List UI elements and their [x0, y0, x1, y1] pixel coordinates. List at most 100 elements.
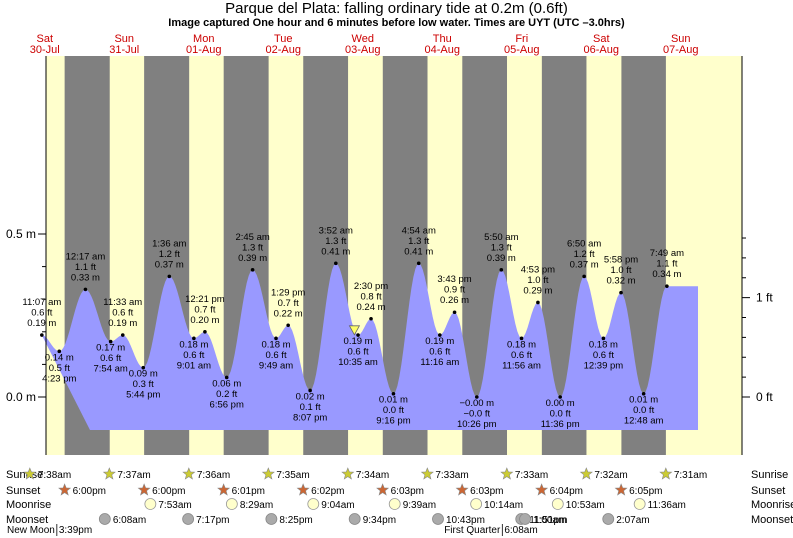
high-tide-label: 1.1 ft [75, 262, 96, 273]
sunrise-icon [261, 467, 275, 480]
sunrise-time: 7:35am [276, 470, 309, 481]
high-tide-label: 1.3 ft [325, 236, 346, 247]
low-tide-label: 0.19 m [344, 336, 373, 347]
low-tide-label: 11:16 am [420, 357, 459, 368]
low-tide-label: 12:39 pm [584, 360, 624, 371]
low-tide-label: 6:56 pm [210, 399, 244, 410]
tide-point [416, 261, 421, 266]
page-title: Parque del Plata: falling ordinary tide … [225, 0, 568, 17]
sunrise-icon [659, 467, 673, 480]
sunset-icon [455, 483, 469, 496]
day-name: Sat [36, 33, 53, 45]
day-name: Tue [274, 33, 293, 45]
tide-point [192, 336, 196, 341]
low-tide-label: 10:26 pm [457, 419, 497, 430]
sunrise-time: 7:38am [38, 470, 71, 481]
high-tide-label: 1.1 ft [656, 259, 677, 270]
left-tick-label: 0.5 m [6, 227, 36, 241]
high-tide-label: 11:33 am [103, 297, 142, 308]
day-name: Thu [433, 33, 452, 45]
high-tide-label: 1.3 ft [408, 236, 429, 247]
high-tide-label: 0.19 m [27, 318, 56, 329]
tide-point [665, 284, 669, 288]
sunset-time: 6:00pm [152, 486, 185, 497]
low-tide-label: 0.0 ft [633, 405, 654, 416]
tide-point [475, 395, 479, 399]
sunrise-icon [102, 467, 116, 480]
high-tide-label: 0.41 m [321, 246, 350, 257]
tide-point [250, 268, 255, 272]
high-tide-label: 0.39 m [487, 253, 516, 264]
high-tide-label: 0.26 m [440, 295, 469, 306]
date-label: 05-Aug [504, 44, 539, 56]
tide-point [438, 333, 442, 337]
high-tide-label: 4:54 am [402, 225, 436, 236]
high-tide-label: 0.6 ft [31, 308, 52, 319]
tide-point [57, 349, 62, 354]
high-tide-label: 0.24 m [357, 302, 386, 313]
high-tide-label: 2:45 am [235, 232, 269, 243]
low-tide-label: 0.3 ft [133, 379, 154, 390]
date-label: 02-Aug [266, 44, 301, 56]
moonset-icon [602, 513, 615, 525]
high-tide-label: 4:53 pm [521, 264, 555, 275]
high-tide-label: 0.20 m [190, 315, 219, 326]
right-tick-label: 0 ft [756, 390, 773, 404]
page-subtitle: Image captured One hour and 6 minutes be… [168, 17, 625, 29]
date-label: 04-Aug [425, 44, 460, 56]
moonrise-icon [225, 498, 238, 510]
moonrise-icon [470, 498, 483, 510]
tide-point [499, 268, 504, 272]
tide-area-layer [41, 263, 699, 430]
sunrise-icon [420, 467, 434, 480]
moonrise-icon [307, 498, 320, 510]
high-tide-label: 5:50 am [484, 232, 518, 243]
high-tide-label: 0.34 m [652, 269, 681, 280]
high-tide-label: 0.39 m [238, 253, 267, 264]
low-tide-label: 0.01 m [629, 395, 658, 406]
low-tide-label: 7:54 am [94, 364, 128, 375]
sunrise-time: 7:33am [515, 470, 548, 481]
moonset-time: 2:07am [616, 515, 649, 526]
low-tide-label: −0.0 ft [463, 409, 490, 420]
sunrise-time: 7:32am [594, 470, 627, 481]
high-tide-label: 0.22 m [274, 308, 303, 319]
high-tide-label: 0.19 m [108, 318, 137, 329]
low-tide-label: 0.17 m [96, 343, 125, 354]
low-tide-label: 0.19 m [425, 336, 454, 347]
high-tide-label: 0.29 m [523, 285, 552, 296]
moonrise-time: 10:53am [566, 500, 605, 511]
tide-point [334, 261, 338, 266]
low-tide-label: 12:48 am [624, 416, 664, 427]
row-label-right: Sunrise [751, 469, 788, 481]
high-tide-label: 0.7 ft [278, 298, 299, 309]
high-tide-label: 1.3 ft [242, 242, 263, 253]
low-tide-label: 0.0 ft [550, 409, 571, 420]
left-tick-label: 0.0 m [6, 390, 36, 404]
sunset-time: 6:05pm [629, 486, 662, 497]
low-tide-label: 0.6 ft [100, 353, 121, 364]
sunrise-icon [23, 467, 37, 480]
sunset-time: 6:04pm [550, 486, 583, 497]
row-label-left: Moonset [6, 514, 48, 526]
low-tide-label: 0.18 m [589, 339, 618, 350]
tide-point [40, 333, 44, 337]
tide-point [203, 330, 207, 334]
low-tide-label: 0.2 ft [216, 389, 237, 400]
high-tide-label: 1.0 ft [527, 275, 548, 286]
tide-point [83, 287, 88, 292]
sunrise-time: 7:34am [356, 470, 389, 481]
high-tide-label: 12:17 am [66, 251, 106, 262]
low-tide-label: 11:56 am [502, 360, 541, 371]
day-name: Sun [671, 33, 691, 45]
day-name: Mon [193, 33, 214, 45]
moonset-icon [98, 513, 111, 525]
low-tide-label: 0.0 ft [383, 405, 404, 416]
tide-point [274, 336, 278, 341]
moonset-time: 6:08am [113, 515, 146, 526]
row-label-right: Sunset [751, 485, 785, 497]
low-tide-label: 4:23 pm [42, 373, 76, 384]
day-name: Wed [352, 33, 374, 45]
low-tide-label: 0.6 ft [511, 350, 532, 361]
tide-point [452, 310, 457, 315]
